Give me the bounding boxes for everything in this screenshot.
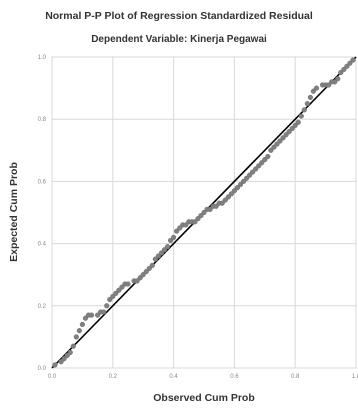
- data-point: [164, 244, 171, 250]
- data-point: [140, 272, 146, 278]
- data-point: [240, 178, 247, 185]
- data-point: [338, 69, 344, 76]
- data-point: [143, 268, 149, 275]
- data-point: [295, 119, 301, 125]
- data-point: [335, 76, 341, 82]
- y-tick-label: 0.0: [38, 366, 47, 372]
- y-tick-label: 0.2: [38, 304, 47, 310]
- data-point: [280, 135, 286, 141]
- data-point: [82, 315, 89, 321]
- data-point: [201, 209, 207, 216]
- data-point: [283, 132, 289, 138]
- data-point: [70, 343, 76, 349]
- data-point: [125, 281, 131, 287]
- data-point: [79, 321, 86, 328]
- x-axis-label: Observed Cum Prob: [153, 392, 255, 404]
- y-tick-label: 0.4: [38, 242, 47, 248]
- data-point: [292, 122, 298, 129]
- data-point: [326, 82, 332, 88]
- data-point: [277, 138, 283, 144]
- data-point: [243, 175, 250, 181]
- data-point: [225, 194, 231, 200]
- data-point: [88, 312, 95, 318]
- data-point: [268, 147, 274, 153]
- x-tick-label: 0.8: [291, 374, 300, 380]
- data-point: [192, 219, 198, 225]
- x-tick-label: 0.0: [48, 374, 57, 380]
- data-point: [61, 356, 67, 362]
- data-point: [58, 359, 64, 365]
- data-point: [262, 157, 268, 163]
- data-point: [234, 185, 241, 191]
- data-point: [113, 290, 119, 296]
- data-point: [250, 169, 256, 175]
- data-point: [104, 303, 110, 309]
- data-point: [167, 237, 174, 244]
- data-point: [67, 349, 73, 356]
- data-point: [177, 225, 183, 231]
- data-point: [332, 79, 338, 85]
- data-point: [274, 141, 280, 147]
- x-tick-label: 0.6: [230, 374, 239, 380]
- data-point: [101, 309, 107, 315]
- x-tick-label: 0.4: [169, 374, 178, 380]
- data-point: [107, 296, 113, 303]
- data-point: [174, 228, 180, 234]
- data-point: [304, 101, 310, 107]
- chart-title: Normal P-P Plot of Regression Standardiz…: [45, 10, 313, 22]
- y-tick-label: 0.6: [38, 179, 47, 185]
- data-point: [307, 94, 314, 101]
- x-tick-label: 1.0: [352, 374, 358, 380]
- data-point: [152, 256, 158, 262]
- data-point: [350, 57, 356, 63]
- data-point: [237, 181, 244, 188]
- data-point: [64, 352, 70, 359]
- data-point: [265, 153, 271, 160]
- data-point: [298, 113, 304, 119]
- data-point: [149, 262, 155, 268]
- data-point: [94, 312, 101, 318]
- data-point: [271, 144, 277, 150]
- data-point: [286, 129, 292, 135]
- y-tick-label: 0.8: [38, 117, 47, 123]
- data-point: [195, 216, 201, 222]
- data-point: [289, 125, 295, 132]
- data-point: [207, 206, 213, 212]
- data-point: [344, 63, 350, 69]
- data-point: [310, 88, 317, 94]
- data-point: [222, 197, 228, 203]
- data-point: [134, 278, 140, 284]
- data-point: [198, 213, 204, 219]
- data-point: [253, 166, 259, 172]
- chart-subtitle: Dependent Variable: Kinerja Pegawai: [91, 34, 267, 45]
- data-point: [228, 191, 234, 197]
- data-point: [161, 247, 168, 253]
- data-point: [347, 60, 353, 66]
- data-point: [219, 200, 225, 206]
- data-point: [76, 328, 82, 334]
- x-tick-label: 0.2: [109, 374, 118, 380]
- data-point: [313, 85, 320, 91]
- data-point: [171, 234, 177, 240]
- data-point: [301, 107, 307, 113]
- data-point: [155, 253, 162, 259]
- data-point: [213, 203, 219, 209]
- data-point: [158, 250, 165, 256]
- data-point: [256, 163, 262, 169]
- data-point: [137, 275, 143, 281]
- y-axis-label: Expected Cum Prob: [8, 162, 20, 262]
- data-point: [73, 334, 79, 340]
- data-point: [52, 362, 58, 368]
- data-point: [116, 287, 122, 293]
- data-point: [183, 222, 189, 228]
- data-point: [259, 160, 265, 166]
- data-point: [247, 172, 253, 178]
- data-point: [341, 66, 347, 73]
- y-tick-label: 1.0: [38, 55, 47, 61]
- data-point: [146, 265, 152, 272]
- data-point: [110, 293, 116, 300]
- data-point: [231, 188, 238, 194]
- data-point: [119, 284, 125, 290]
